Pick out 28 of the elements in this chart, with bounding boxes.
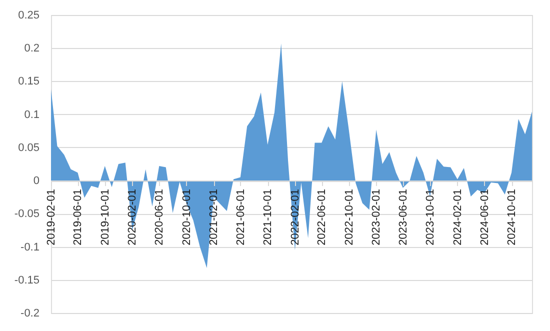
y-tick-label: 0.1 (24, 108, 40, 121)
x-tick-label: 2021-06-01 (234, 189, 247, 246)
y-tick-label: 0.25 (18, 10, 40, 22)
x-tick-label: 2019-10-01 (99, 189, 112, 246)
y-tick-label: -0.1 (20, 241, 40, 254)
x-tick-label: 2020-10-01 (180, 189, 193, 246)
y-tick-label: 0.2 (24, 42, 40, 55)
x-tick-label: 2023-02-01 (370, 189, 383, 246)
x-tick-label: 2023-10-01 (424, 189, 437, 246)
x-tick-label: 2020-06-01 (154, 189, 166, 246)
x-tick-label: 2024-10-01 (506, 189, 518, 246)
y-tick-label: 0.15 (18, 76, 40, 88)
x-tick-label: 2019-06-01 (72, 189, 84, 246)
x-tick-label: 2020-02-01 (126, 189, 139, 246)
y-tick-label: -0.15 (14, 274, 40, 286)
y-tick-label: -0.2 (20, 308, 40, 320)
x-tick-label: 2021-10-01 (262, 189, 274, 246)
y-tick-label: -0.05 (14, 208, 40, 220)
x-tick-label: 2024-06-01 (478, 189, 491, 246)
x-tick-label: 2021-02-01 (208, 189, 220, 246)
x-tick-label: 2023-06-01 (397, 189, 410, 246)
x-tick-label: 2022-02-01 (289, 189, 302, 246)
x-tick-label: 2024-02-01 (452, 189, 464, 246)
y-tick-label: 0 (33, 175, 40, 188)
x-tick-label: 2022-10-01 (343, 189, 356, 246)
x-tick-label: 2019-02-01 (46, 189, 58, 246)
x-tick-label: 2022-06-01 (316, 189, 328, 246)
y-tick-label: 0.05 (18, 142, 40, 154)
